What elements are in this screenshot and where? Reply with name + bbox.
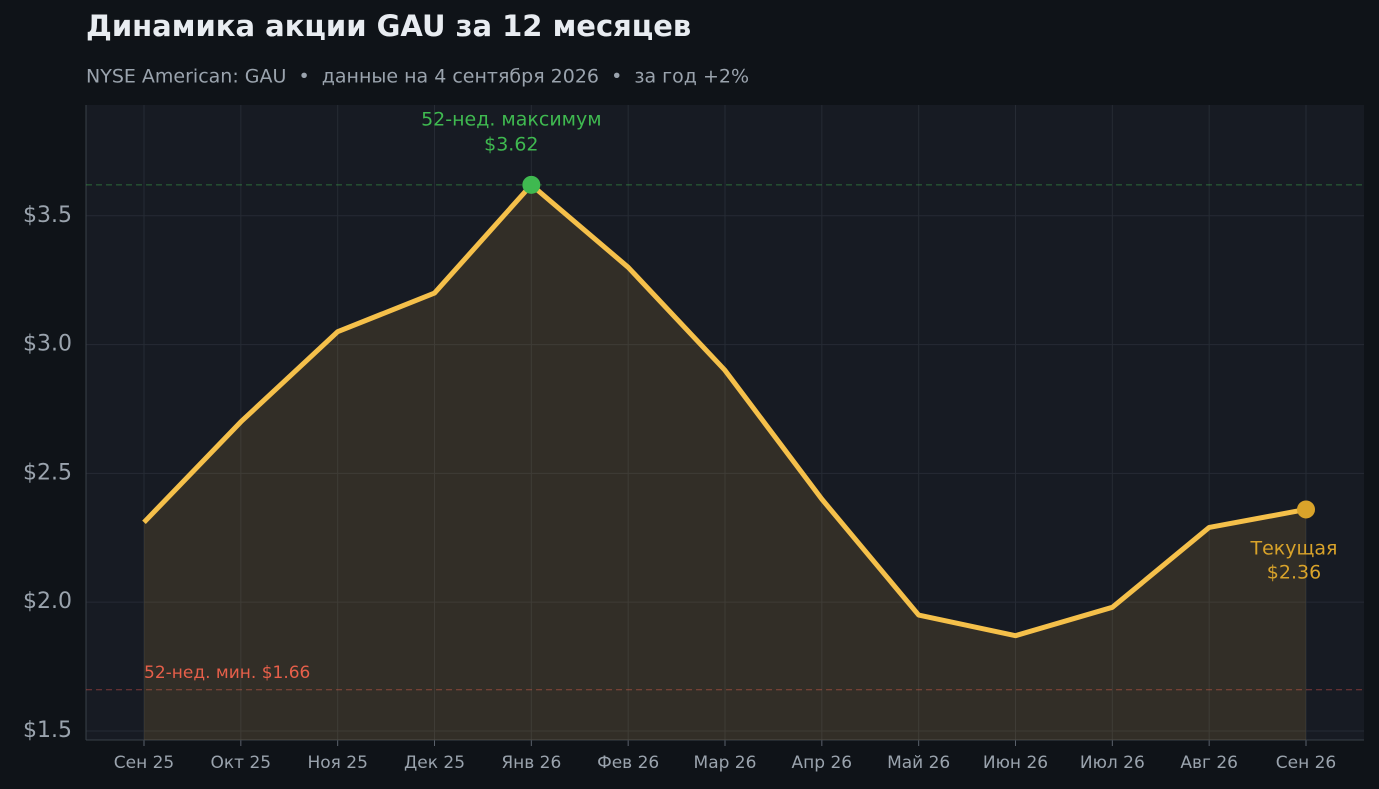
line	[142, 182, 1307, 639]
chart-title: Динамика акции GAU за 12 месяцев	[86, 9, 691, 43]
x-tick-label: Авг 26	[1180, 753, 1238, 773]
high-value-label: $3.62	[484, 134, 538, 156]
x-tick-label: Апр 26	[792, 753, 853, 773]
y-tick-label: $2.0	[23, 589, 72, 614]
y-tick-label: $2.5	[23, 460, 72, 485]
x-tick-label: Янв 26	[501, 753, 561, 773]
high-marker	[522, 175, 541, 194]
x-tick-label: Мар 26	[694, 753, 757, 773]
high-label: 52-нед. максимум	[421, 109, 602, 131]
x-tick-label: Ноя 25	[307, 753, 367, 773]
chart-subtitle: NYSE American: GAU • данные на 4 сентябр…	[86, 66, 749, 88]
x-tick-label: Сен 25	[114, 753, 174, 773]
current-value-label: $2.36	[1267, 562, 1321, 584]
low-label: 52-нед. мин. $1.66	[144, 663, 310, 683]
x-tick-label: Фев 26	[597, 753, 659, 773]
x-tick-label: Окт 25	[211, 753, 272, 773]
x-tick-label: Май 26	[887, 753, 950, 773]
y-tick-label: $3.0	[23, 332, 72, 357]
area	[144, 184, 1306, 740]
current-label: Текущая	[1250, 538, 1338, 560]
current-marker	[1297, 500, 1315, 519]
x-tick-label: Дек 25	[404, 753, 465, 773]
x-tick-label: Июл 26	[1080, 753, 1145, 773]
x-tick-label: Сен 26	[1276, 753, 1336, 773]
x-tick-label: Июн 26	[983, 753, 1048, 773]
y-tick-label: $1.5	[23, 718, 72, 743]
y-tick-label: $3.5	[23, 203, 72, 228]
